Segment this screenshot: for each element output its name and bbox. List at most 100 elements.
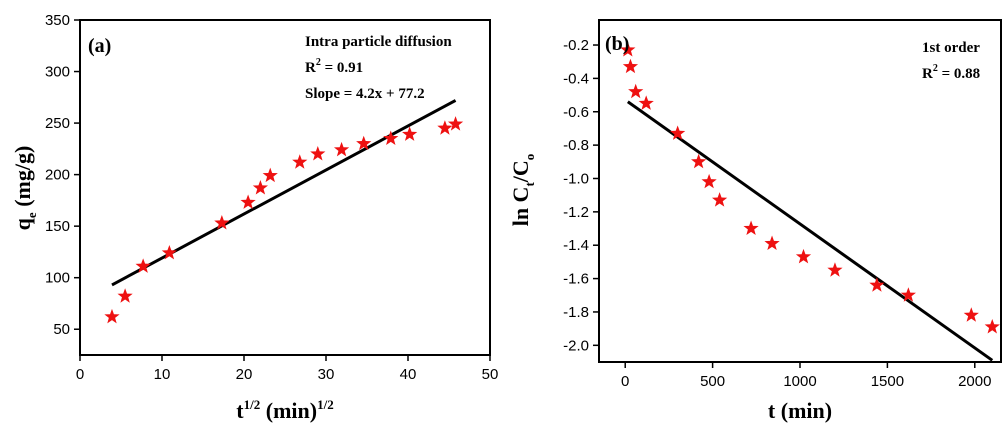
panel-a-y-tick-label: 100 [45, 270, 70, 287]
panel-a-ylabel-sub: e [24, 212, 39, 218]
panel-a-data-point [333, 141, 350, 157]
panel-b-fit-line [626, 100, 994, 362]
panel-b: 0 500 1000 1500 2000 -2.0 -1.8 -1.6 -1.4 -1.2 -1.… [508, 19, 1002, 423]
panel-b-data-point [827, 262, 843, 277]
panel-b-data-point [691, 153, 707, 169]
panel-b-ylabel-sub1: t [522, 182, 537, 187]
panel-a-data-point [292, 154, 308, 169]
panel-b-annotation-r2: R2 = 0.88 [922, 63, 980, 82]
panel-a-y-tick-label: 350 [45, 12, 70, 29]
panel-b-data-point [622, 58, 639, 74]
panel-a-x-axis-label: t1/2 (min)1/2 [236, 397, 333, 423]
panel-a-data-point [310, 146, 326, 161]
panel-b-x-tick-label: 1000 [783, 373, 816, 390]
panel-a-data-point [252, 180, 269, 195]
panel-b-x-tick-label: 2000 [958, 373, 991, 390]
panel-b-y-axis-label: ln Ct/Co [508, 154, 537, 227]
panel-b-y-tick-label: -0.2 [563, 37, 589, 54]
panel-a-fit-line [111, 99, 457, 287]
panel-a-ylabel-base: q [10, 217, 35, 230]
panel-a-x-tick-label: 30 [318, 366, 335, 383]
panel-a-annotation-title: Intra particle diffusion [305, 34, 452, 50]
panel-b-ylabel-mid: /C [508, 160, 533, 183]
panel-b-data-point [638, 95, 654, 110]
panel-a-y-tick-label: 250 [45, 115, 70, 132]
panel-a-r2-value: = 0.91 [321, 60, 363, 76]
panel-b-ylabel-sub2: o [522, 154, 537, 161]
panel-b-y-tick-label: -1.2 [563, 204, 589, 221]
panel-b-data-point [620, 42, 636, 57]
panel-b-y-ticks: -2.0 -1.8 -1.6 -1.4 -1.2 -1.0 -0.8 -0.6 -0.4 -0.2 [563, 37, 599, 354]
panel-b-y-tick-label: -0.4 [563, 70, 589, 87]
panel-a-points [104, 116, 464, 324]
panel-a-r2-label: R [305, 60, 316, 76]
panel-b-y-tick-label: -1.4 [563, 237, 589, 254]
panel-a-y-tick-label: 300 [45, 64, 70, 81]
panel-a-data-point [240, 194, 256, 209]
panel-b-label: (b) [605, 33, 629, 55]
panel-a-data-point [383, 130, 399, 146]
panel-a-data-point [214, 215, 230, 230]
panel-a-frame [79, 19, 491, 356]
panel-b-data-point [984, 318, 1000, 334]
panel-b-x-axis-label: t (min) [768, 398, 832, 423]
panel-b-data-point [900, 287, 916, 302]
panel-a-x-tick-label: 50 [482, 366, 499, 383]
panel-a-annotation-slope: Slope = 4.2x + 77.2 [305, 86, 425, 102]
panel-a-xlabel-rest: (min) [260, 398, 317, 423]
panel-b-x-tick-label: 500 [700, 373, 725, 390]
panel-b-y-tick-label: -0.6 [563, 104, 589, 121]
panel-a-y-ticks: 50 100 150 200 250 300 350 [45, 12, 80, 338]
panel-b-r2-label: R [922, 66, 933, 82]
panel-b-data-point [795, 248, 812, 264]
panel-b-data-point [743, 220, 759, 236]
panel-a-xlabel-sup: 1/2 [244, 397, 261, 412]
panel-a-annotation-r2: R2 = 0.91 [305, 57, 363, 76]
panel-b-data-point [670, 125, 686, 140]
panel-b-annotation-title: 1st order [922, 40, 980, 56]
panel-a-x-tick-label: 10 [154, 366, 171, 383]
panel-a-y-axis-label: qe (mg/g) [10, 146, 39, 231]
panel-a-data-point [262, 167, 278, 183]
panel-a-y-tick-label: 150 [45, 218, 70, 235]
panel-a-data-point [356, 135, 372, 151]
panel-b-x-tick-label: 0 [621, 373, 629, 390]
panel-b-r2-value: = 0.88 [938, 66, 980, 82]
panel-a-xlabel-sup2: 1/2 [317, 397, 334, 412]
panel-a-x-ticks: 0 10 20 30 40 50 [76, 355, 499, 383]
panel-b-y-tick-label: -0.8 [563, 137, 589, 154]
panel-a-data-point [117, 288, 133, 303]
panel-b-ylabel-base: ln C [508, 187, 533, 227]
panel-b-data-point [963, 307, 979, 322]
panel-b-data-point [628, 83, 644, 99]
panel-a-data-point [447, 116, 464, 131]
panel-b-data-point [711, 192, 728, 207]
panel-b-y-tick-label: -2.0 [563, 337, 589, 354]
panel-a: 0 10 20 30 40 50 50 100 150 200 250 300 350 (a) Int… [10, 12, 498, 423]
panel-b-points [620, 42, 1000, 334]
panel-a-xlabel-base: t [236, 398, 244, 423]
panel-b-x-tick-label: 1500 [871, 373, 904, 390]
panel-b-y-tick-label: -1.6 [563, 271, 589, 288]
panel-a-x-tick-label: 0 [76, 366, 84, 383]
panel-a-r2-sup: 2 [316, 57, 321, 68]
panel-a-y-tick-label: 200 [45, 167, 70, 184]
panel-b-data-point [764, 235, 780, 251]
panel-b-data-point [701, 173, 717, 189]
panel-a-y-tick-label: 50 [53, 321, 70, 338]
panel-a-x-tick-label: 20 [236, 366, 253, 383]
panel-a-data-point [161, 244, 177, 260]
panel-a-ylabel-rest: (mg/g) [10, 146, 35, 213]
panel-a-label: (a) [88, 35, 111, 57]
panel-b-x-ticks: 0 500 1000 1500 2000 [621, 362, 991, 390]
panel-a-x-tick-label: 40 [400, 366, 417, 383]
panel-b-data-point [869, 277, 885, 292]
panel-a-data-point [437, 120, 453, 135]
panel-b-r2-sup: 2 [933, 63, 938, 74]
panel-a-data-point [135, 258, 151, 273]
panel-b-y-tick-label: -1.8 [563, 304, 589, 321]
panel-b-y-tick-label: -1.0 [563, 170, 589, 187]
panel-a-data-point [104, 308, 120, 324]
panel-a-data-point [402, 126, 418, 141]
